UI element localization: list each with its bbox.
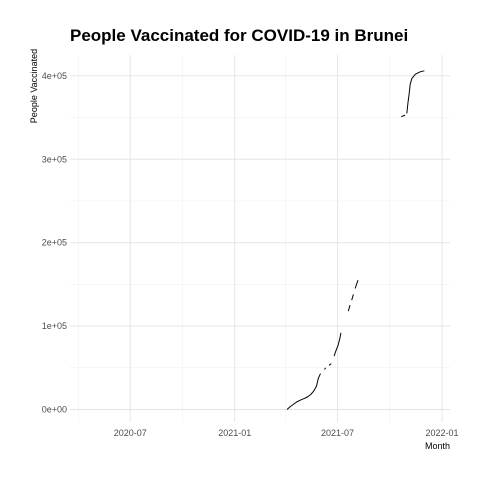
x-tick-label: 2021-07 bbox=[321, 428, 354, 438]
series-line-segment bbox=[347, 305, 351, 312]
y-tick-label: 4e+05 bbox=[42, 71, 67, 81]
y-tick-label: 1e+05 bbox=[42, 321, 67, 331]
y-tick-label: 0e+00 bbox=[42, 404, 67, 414]
x-tick-label: 2020-07 bbox=[114, 428, 147, 438]
chart-title: People Vaccinated for COVID-19 in Brunei bbox=[70, 26, 409, 45]
y-tick-label: 2e+05 bbox=[42, 238, 67, 248]
series-line-segment bbox=[401, 114, 406, 118]
x-tick-label: 2021-01 bbox=[218, 428, 251, 438]
series-line-segment bbox=[351, 294, 354, 301]
x-tick-label: 2022-01 bbox=[426, 428, 459, 438]
x-axis-label: Month bbox=[424, 441, 450, 451]
series-line-segment bbox=[406, 70, 425, 114]
series-line-segment bbox=[354, 280, 359, 289]
series-line-segment bbox=[333, 332, 342, 357]
series-line-segment bbox=[286, 373, 321, 410]
series-line-segment bbox=[328, 363, 332, 366]
y-tick-label: 3e+05 bbox=[42, 154, 67, 164]
series-line-segment bbox=[324, 367, 327, 370]
